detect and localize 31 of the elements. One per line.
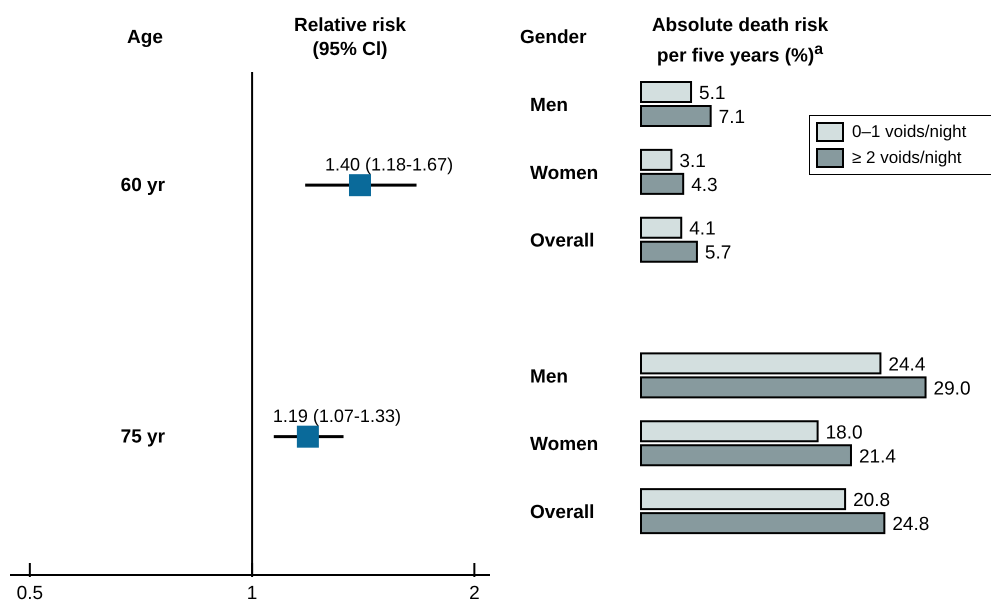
data-label: 21.4: [858, 446, 896, 468]
y-tick-label: 60 yr: [120, 175, 166, 196]
data-label: 24.8: [892, 514, 930, 536]
data-label: 24.4: [888, 354, 926, 376]
y-tick-label: 75 yr: [120, 426, 166, 448]
y-tick-label: Men: [530, 366, 568, 388]
y-tick-label: Women: [530, 434, 598, 456]
data-label: 5.7: [704, 242, 732, 264]
x-tick-label: 0.5: [16, 583, 44, 604]
data-label: 20.8: [853, 490, 890, 512]
data-label: 1.40 (1.18-1.67): [324, 154, 454, 175]
x-tick-label: 2: [469, 583, 480, 604]
data-label: 4.1: [689, 218, 716, 240]
data-label: 4.3: [691, 174, 718, 196]
y-tick-label: Women: [530, 162, 598, 184]
y-axis-title: Age: [126, 26, 164, 50]
y-tick-label: Overall: [530, 502, 594, 524]
y-axis-title: Gender: [520, 26, 588, 50]
chart-title: Relative risk (95% Cl): [293, 14, 407, 62]
legend-label: 0–1 voids/night: [852, 122, 966, 142]
data-label: 1.19 (1.07-1.33): [272, 406, 401, 426]
data-label: 18.0: [826, 422, 863, 444]
chart-title: Absolute death risk per five years (%)$^{a}$: [650, 14, 830, 68]
x-tick-label: 1: [246, 583, 258, 604]
data-label: 3.1: [679, 150, 706, 172]
y-tick-label: Overall: [530, 230, 594, 252]
data-label: 29.0: [934, 378, 971, 400]
y-tick-label: Men: [530, 94, 568, 116]
data-label: 5.1: [699, 83, 726, 104]
legend-label: ≥ 2 voids/night: [852, 148, 962, 168]
data-label: 7.1: [718, 107, 746, 128]
